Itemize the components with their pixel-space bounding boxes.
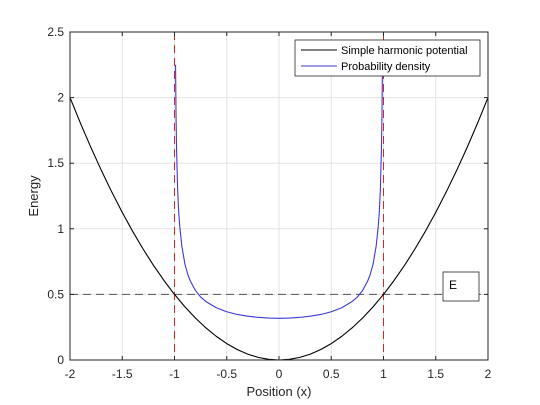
energy-annotation-label: E [449,278,457,292]
energy-annotation: E [442,271,480,302]
legend: Simple harmonic potential Probability de… [294,39,481,77]
legend-label-density: Probability density [341,61,431,73]
tick-labels: -2 -1.5 -1 -0.5 0 0.5 1 1.5 2 0 0.5 1 1.5 2 2.5 [47,25,491,381]
y-tick-label: 2 [57,91,64,105]
x-axis-label: Position (x) [246,384,311,399]
x-tick-label: -0.5 [216,367,237,381]
y-tick-label: 0 [57,353,64,367]
x-tick-label: -1.5 [112,367,133,381]
reference-lines [70,32,488,360]
energy-annotation-box [442,271,480,302]
y-tick-label: 1.5 [47,156,64,170]
x-tick-label: 2 [485,367,492,381]
y-axis-label: Energy [26,175,41,217]
x-tick-label: 1.5 [427,367,444,381]
x-tick-label: -2 [65,367,76,381]
legend-label-potential: Simple harmonic potential [341,45,468,57]
x-tick-label: 1 [380,367,387,381]
y-tick-label: 1 [57,222,64,236]
legend-box [294,39,481,77]
x-tick-label: 0 [276,367,283,381]
x-tick-label: 0.5 [323,367,340,381]
ticks [69,31,489,361]
x-tick-label: -1 [169,367,180,381]
y-tick-label: 2.5 [47,25,64,39]
y-tick-label: 0.5 [47,287,64,301]
probability-density-curve [175,64,384,319]
